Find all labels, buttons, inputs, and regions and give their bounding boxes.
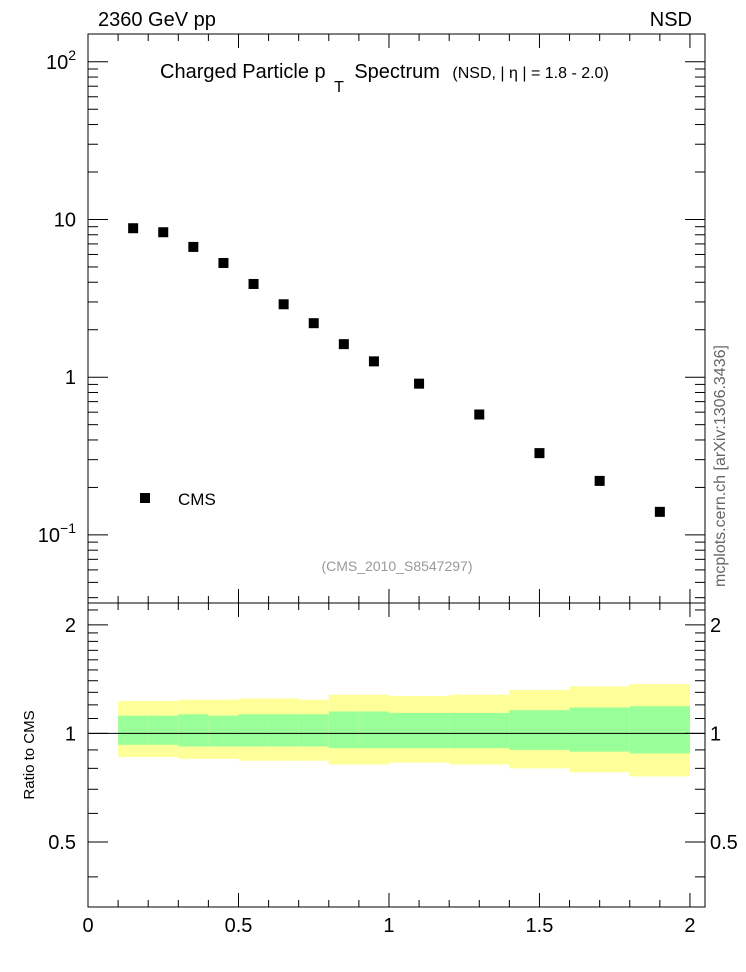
band-inner (569, 707, 630, 752)
ratio-y-tick-label: 2 (65, 615, 76, 637)
band-inner (298, 714, 329, 747)
x-tick-label: 1.5 (526, 915, 554, 937)
process-label: NSD (650, 9, 692, 31)
main-title: Charged Particle p T Spectrum (NSD, | η … (160, 61, 609, 96)
y-tick-label: 1 (65, 367, 76, 389)
ratio-y-tick-label-right: 1 (710, 723, 721, 745)
data-point (654, 506, 665, 517)
y-tick-label: 10 (54, 209, 76, 231)
ratio-y-tick-label-right: 2 (710, 615, 721, 637)
band-inner (328, 711, 359, 749)
data-point (534, 448, 545, 459)
x-tick-label: 0 (82, 915, 93, 937)
ratio-y-tick-labels: 0.5 0.5 1 1 2 2 (48, 615, 738, 854)
main-y-tick-labels: 102 10 1 10−1 (38, 47, 76, 547)
title-subscript: T (334, 79, 344, 96)
data-point (308, 318, 319, 329)
data-point (188, 241, 199, 252)
y-tick-label: 102 (46, 47, 76, 74)
ratio-axes (87, 603, 705, 907)
data-point (128, 223, 139, 234)
main-axes (87, 34, 705, 603)
data-point (338, 339, 349, 350)
ratio-uncertainty-bands (118, 684, 690, 777)
band-inner (118, 715, 149, 745)
subtitle-eta: η (509, 65, 518, 82)
band-inner (388, 712, 450, 749)
x-tick-label: 2 (684, 915, 695, 937)
title-suffix: Spectrum (354, 61, 440, 83)
ratio-panel: 0.5 0.5 1 1 2 2 0 0.5 1 1.5 2 Ratio to CMS (21, 602, 738, 937)
ratio-y-tick-label: 1 (65, 723, 76, 745)
x-tick-labels: 0 0.5 1 1.5 2 (82, 915, 695, 937)
band-inner (148, 715, 179, 745)
main-panel-frame (87, 33, 706, 604)
subtitle-suffix: | = 1.8 - 2.0) (522, 65, 608, 82)
data-point (368, 356, 379, 367)
ratio-y-tick-label: 0.5 (48, 832, 76, 854)
y-tick-label: 10−1 (38, 520, 76, 547)
ratio-panel-frame (87, 602, 706, 908)
ratio-y-tick-label-right: 0.5 (710, 832, 738, 854)
data-point (158, 227, 169, 238)
data-point (414, 378, 425, 389)
band-inner (268, 714, 299, 747)
band-inner (509, 710, 570, 750)
mcplots-side-label: mcplots.cern.ch [arXiv:1306.3436] (712, 345, 729, 587)
title-text: Charged Particle p (160, 61, 326, 83)
subtitle-prefix: (NSD, | (452, 65, 504, 82)
legend-marker (140, 493, 150, 503)
data-point (594, 475, 605, 486)
band-inner (449, 712, 510, 749)
main-panel: 102 10 1 10−1 Charged Particle p T Spectrum… (38, 33, 706, 604)
band-inner (238, 714, 269, 747)
data-point (474, 409, 485, 420)
x-tick-label: 0.5 (225, 915, 253, 937)
data-point (278, 299, 289, 310)
band-inner (629, 706, 690, 754)
energy-label: 2360 GeV pp (98, 9, 216, 31)
data-point (248, 278, 259, 289)
data-point (218, 257, 229, 268)
legend-label: CMS (178, 490, 216, 509)
band-inner (358, 711, 389, 749)
ratio-y-axis-label: Ratio to CMS (21, 710, 38, 799)
band-inner (208, 715, 239, 747)
x-tick-label: 1 (383, 915, 394, 937)
cms-data-points (128, 223, 665, 517)
band-inner (178, 714, 209, 747)
analysis-watermark: (CMS_2010_S8547297) (322, 558, 473, 574)
